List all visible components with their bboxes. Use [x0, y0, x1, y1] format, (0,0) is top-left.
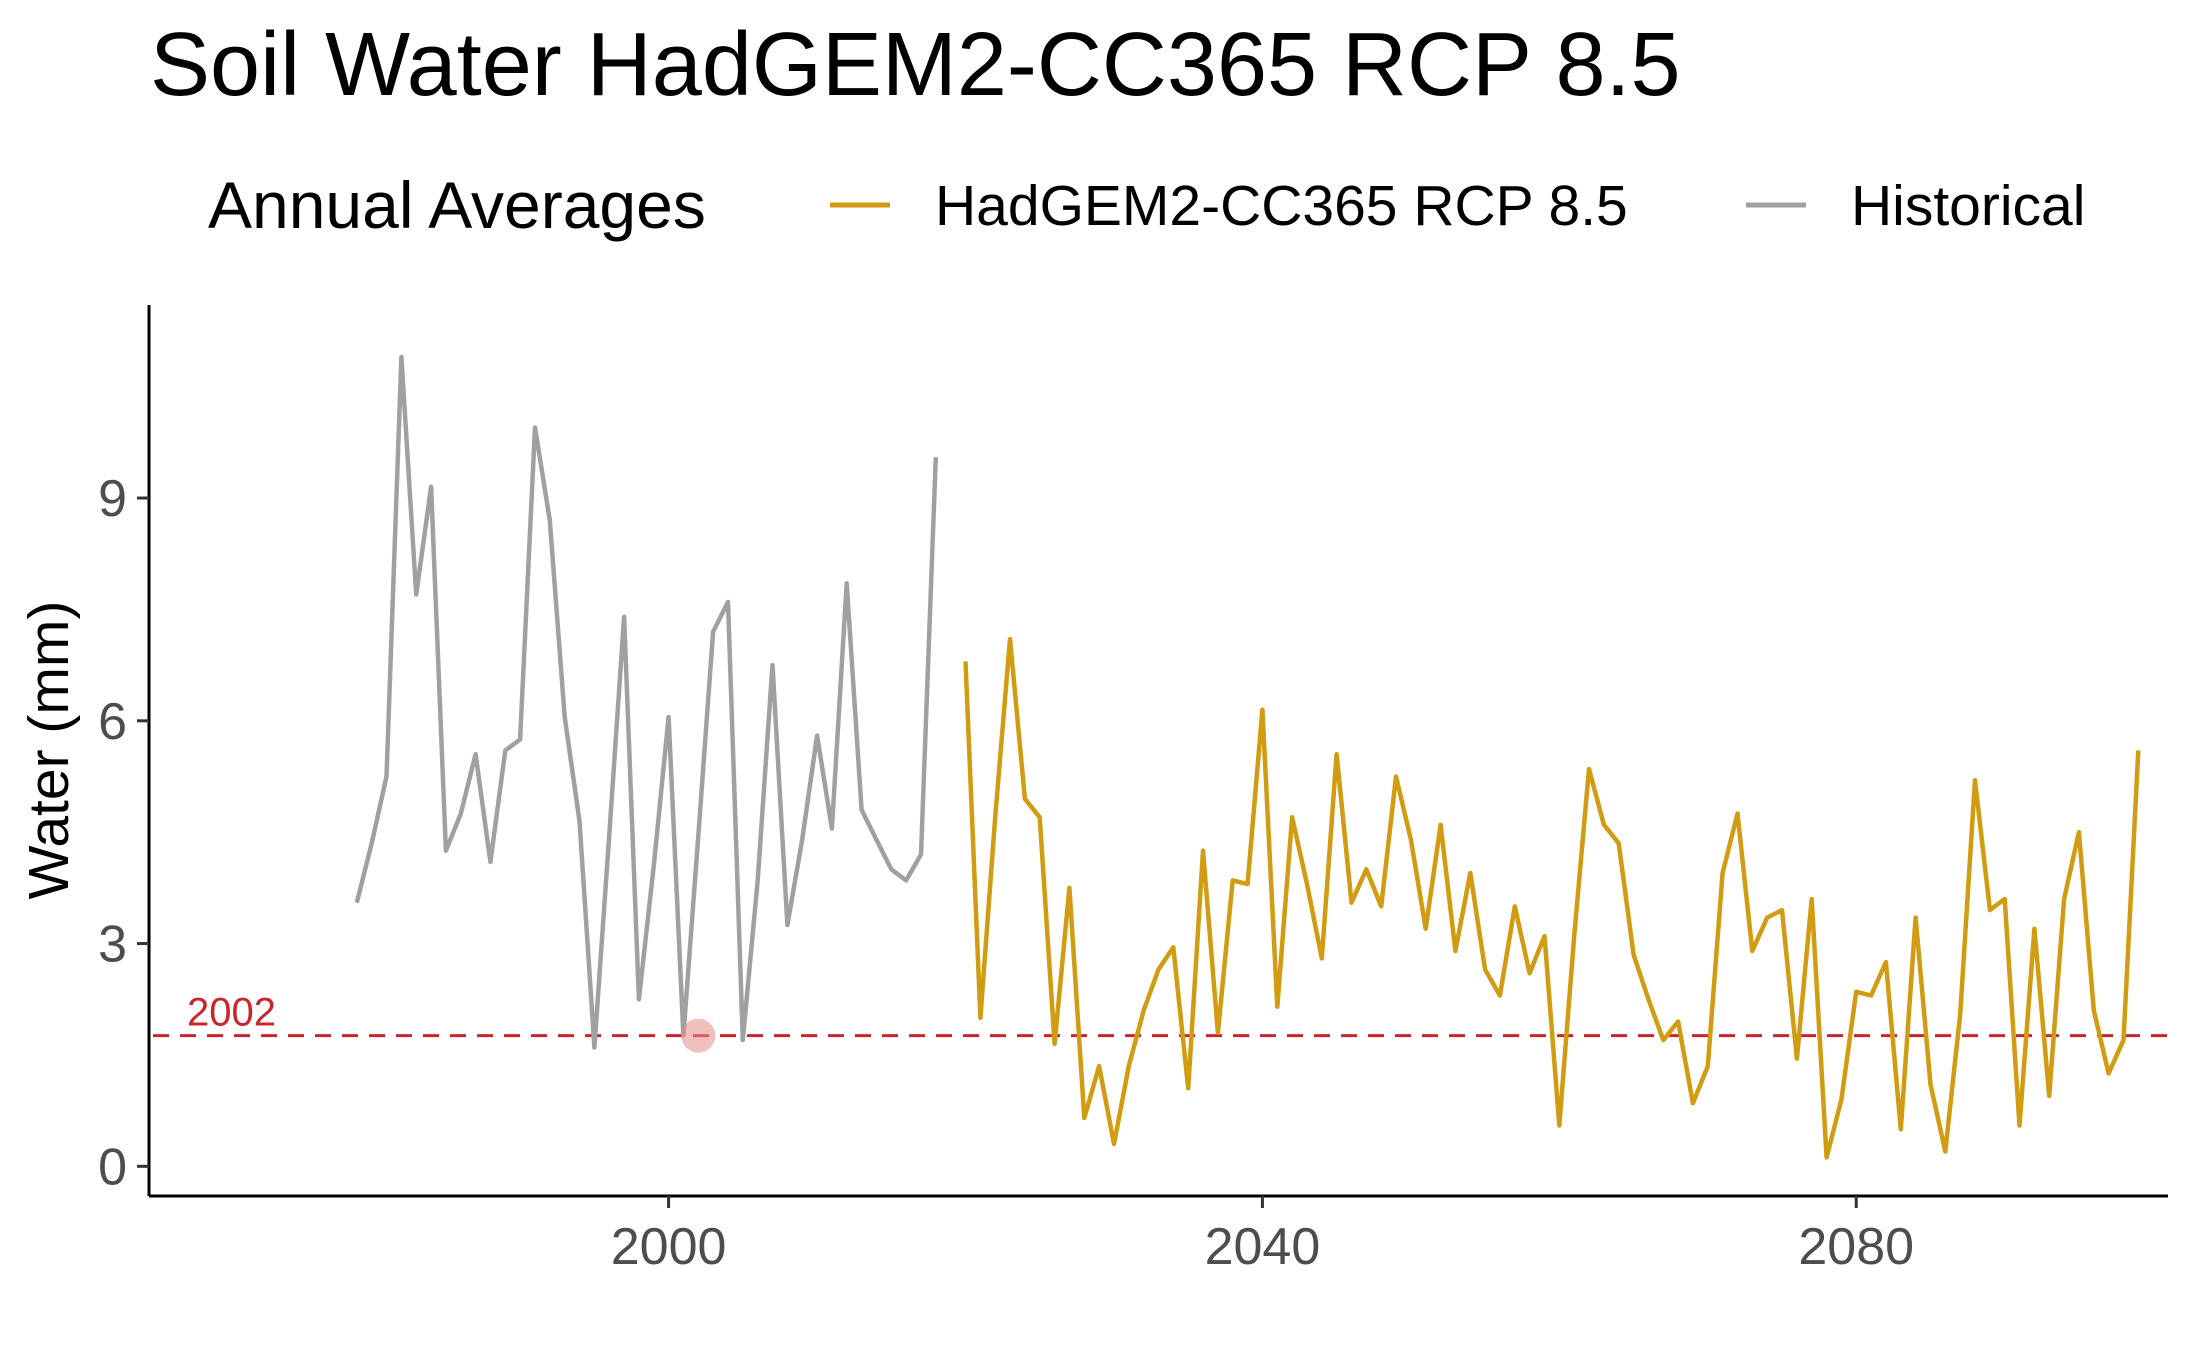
y-tick-label-9: 9: [98, 470, 127, 528]
y-ticks: 0 3 6 9: [98, 470, 149, 1196]
reference-line-label: 2002: [187, 991, 276, 1035]
legend-title: Annual Averages: [208, 168, 706, 242]
x-tick-label-2040: 2040: [1205, 1218, 1321, 1276]
y-tick-label-3: 3: [98, 916, 127, 974]
legend: Annual Averages HadGEM2-CC365 RCP 8.5 Hi…: [208, 168, 2085, 242]
series-line-historical: [354, 354, 939, 1050]
y-tick-label-0: 0: [98, 1138, 127, 1196]
series-layer: [354, 354, 2141, 1160]
x-tick-label-2000: 2000: [611, 1218, 727, 1276]
legend-label-rcp: HadGEM2-CC365 RCP 8.5: [935, 174, 1628, 238]
y-tick-label-6: 6: [98, 693, 127, 751]
highlight-point-2002: [681, 1018, 716, 1053]
series-line-hadgem2-cc365-rcp-8-5: [963, 636, 2141, 1160]
y-axis-title: Water (mm): [17, 601, 81, 900]
chart-title: Soil Water HadGEM2-CC365 RCP 8.5: [150, 15, 1681, 115]
x-tick-label-2080: 2080: [1798, 1218, 1914, 1276]
legend-label-historical: Historical: [1851, 174, 2085, 238]
x-ticks: 2000 2040 2080: [611, 1196, 1914, 1276]
plot-area: 0 3 6 9 2000 2040 2080 Water (mm) 2002: [17, 305, 2168, 1276]
